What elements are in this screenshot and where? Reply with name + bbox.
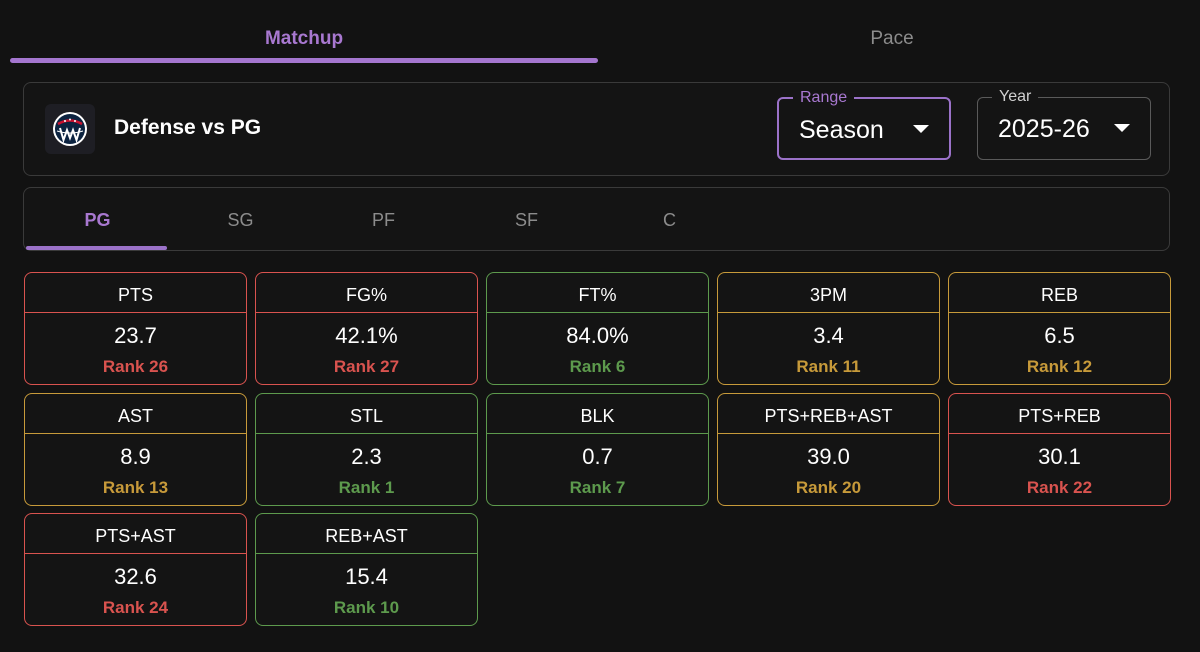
stat-rank: Rank 12 (1026, 357, 1093, 376)
stat-rank: Rank 20 (795, 478, 862, 497)
tab-matchup[interactable]: Matchup (264, 28, 344, 49)
stat-value: 42.1% (335, 323, 398, 348)
stat-card: PTS+REB 30.1 Rank 22 (948, 393, 1171, 506)
stat-rank: Rank 24 (102, 598, 169, 617)
tab-pace[interactable]: Pace (870, 28, 914, 49)
stat-name: REB+AST (256, 514, 477, 554)
year-select[interactable]: Year 2025-26 (977, 87, 1151, 160)
stat-card: REB 6.5 Rank 12 (948, 272, 1171, 385)
stat-rank: Rank 10 (333, 598, 400, 617)
stat-value: 8.9 (120, 444, 151, 469)
stat-rank: Rank 13 (102, 478, 169, 497)
stat-card: BLK 0.7 Rank 7 (486, 393, 709, 506)
stat-name: PTS+AST (25, 514, 246, 554)
tab-pf[interactable]: PF (371, 210, 395, 230)
stat-card: PTS+REB+AST 39.0 Rank 20 (717, 393, 940, 506)
active-position-indicator (26, 246, 167, 250)
stat-rank: Rank 27 (333, 357, 400, 376)
stat-name: REB (949, 273, 1170, 313)
stat-value: 3.4 (813, 323, 844, 348)
washington-wizards-logo-icon (53, 112, 87, 146)
stat-value: 0.7 (582, 444, 613, 469)
tab-pg[interactable]: PG (84, 210, 111, 230)
stat-value: 23.7 (114, 323, 157, 348)
stat-value: 30.1 (1038, 444, 1081, 469)
stat-value: 39.0 (807, 444, 850, 469)
stat-card: 3PM 3.4 Rank 11 (717, 272, 940, 385)
range-label: Range (793, 88, 855, 108)
stat-card: FT% 84.0% Rank 6 (486, 272, 709, 385)
stat-card: STL 2.3 Rank 1 (255, 393, 478, 506)
stat-value: 32.6 (114, 564, 157, 589)
header-card: Defense vs PG Range Season Year 2025-26 (23, 82, 1170, 176)
stat-rank: Rank 11 (796, 357, 861, 376)
stat-name: BLK (487, 394, 708, 434)
stat-rank: Rank 1 (338, 478, 395, 497)
stat-value: 2.3 (351, 444, 382, 469)
tab-sf[interactable]: SF (514, 210, 538, 230)
range-value: Season (799, 116, 884, 144)
stat-value: 6.5 (1044, 323, 1075, 348)
stat-value: 84.0% (566, 323, 629, 348)
tab-c[interactable]: C (663, 210, 676, 230)
stat-value: 15.4 (345, 564, 388, 589)
stat-rank: Rank 7 (569, 478, 626, 497)
chevron-down-icon (1114, 124, 1130, 132)
chevron-down-icon (913, 125, 929, 133)
stat-name: PTS (25, 273, 246, 313)
stat-name: STL (256, 394, 477, 434)
year-label: Year (992, 87, 1039, 107)
stat-name: FT% (487, 273, 708, 313)
stat-name: AST (25, 394, 246, 434)
stat-name: 3PM (718, 273, 939, 313)
active-tab-indicator (10, 58, 598, 63)
stat-name: PTS+REB (949, 394, 1170, 434)
stat-card: PTS+AST 32.6 Rank 24 (24, 513, 247, 626)
stat-card: PTS 23.7 Rank 26 (24, 272, 247, 385)
stat-name: FG% (256, 273, 477, 313)
year-value: 2025-26 (998, 115, 1090, 143)
stat-rank: Rank 22 (1026, 478, 1093, 497)
position-tab-bar: PG SG PF SF C (23, 187, 1170, 251)
stat-rank: Rank 26 (102, 357, 169, 376)
stat-card: AST 8.9 Rank 13 (24, 393, 247, 506)
stat-rank: Rank 6 (569, 357, 626, 376)
top-tab-bar: Matchup Pace (10, 0, 1186, 64)
page-title: Defense vs PG (114, 116, 262, 139)
team-logo (45, 104, 95, 154)
range-select[interactable]: Range Season (777, 88, 951, 160)
stat-card: REB+AST 15.4 Rank 10 (255, 513, 478, 626)
stat-card: FG% 42.1% Rank 27 (255, 272, 478, 385)
tab-sg[interactable]: SG (227, 210, 254, 230)
stat-name: PTS+REB+AST (718, 394, 939, 434)
